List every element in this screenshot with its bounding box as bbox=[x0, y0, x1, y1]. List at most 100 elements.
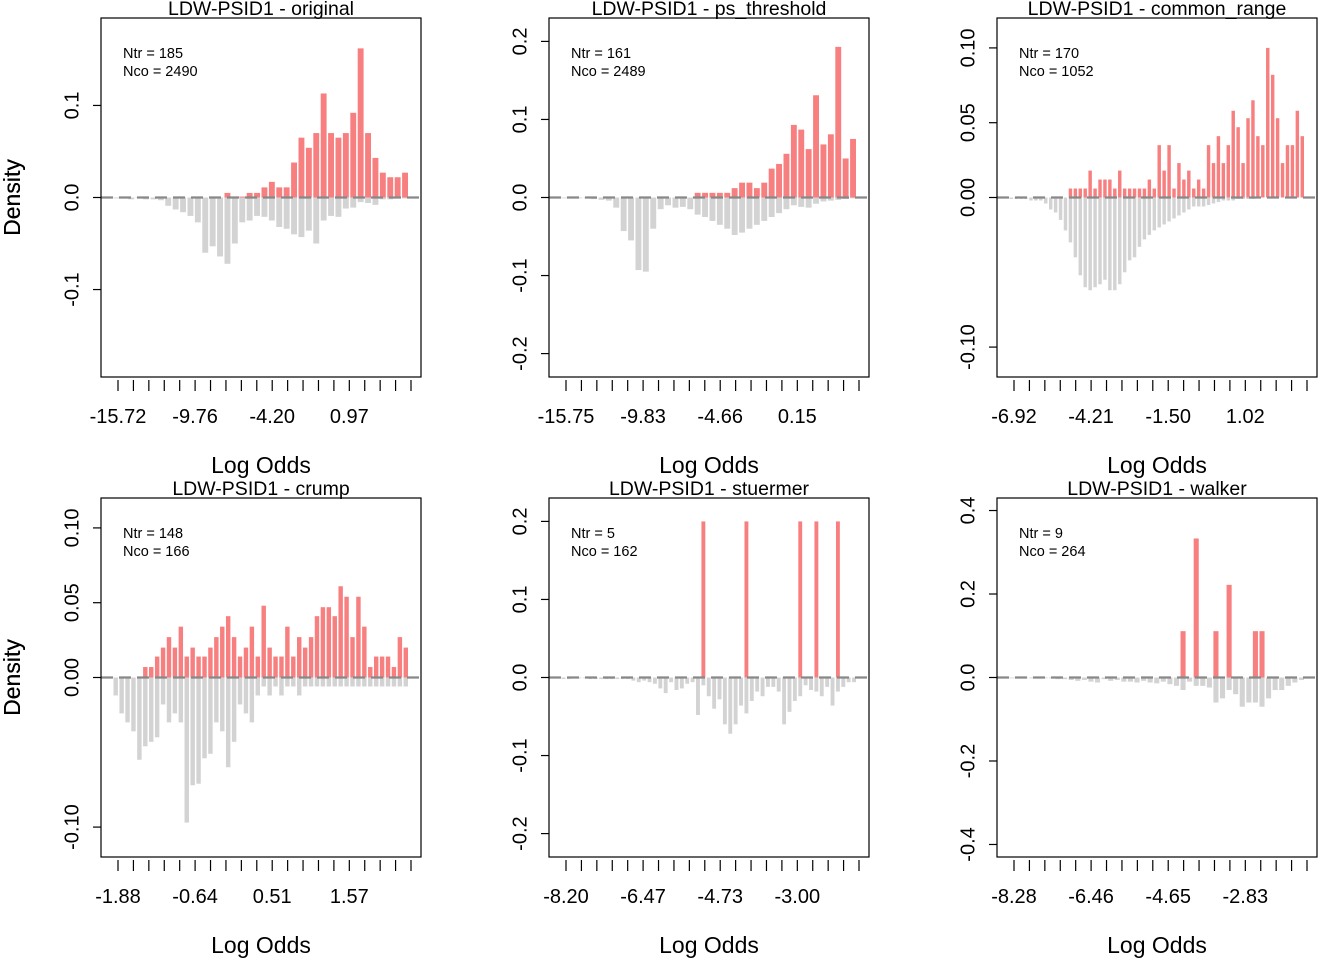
treated-bar bbox=[254, 192, 260, 198]
treated-bar bbox=[1142, 188, 1147, 198]
control-bar bbox=[172, 677, 178, 714]
treated-bar bbox=[1246, 118, 1250, 198]
control-bar bbox=[254, 197, 260, 216]
treated-bar bbox=[702, 192, 708, 198]
control-bar bbox=[1246, 677, 1252, 703]
control-bar bbox=[706, 677, 711, 697]
treated-bar bbox=[1251, 100, 1255, 198]
ntr-label: Ntr = 170 bbox=[1019, 46, 1079, 62]
control-bar bbox=[1098, 197, 1102, 285]
control-bar bbox=[776, 197, 782, 214]
control-bar bbox=[1167, 677, 1173, 685]
control-bar bbox=[739, 677, 743, 706]
y-tick-label: 0.1 bbox=[509, 586, 531, 614]
control-bar bbox=[744, 677, 749, 714]
control-bar bbox=[335, 197, 342, 217]
y-tick-label: -0.2 bbox=[957, 744, 979, 778]
control-bar bbox=[1206, 677, 1212, 688]
control-bar bbox=[1088, 197, 1092, 291]
ntr-label: Ntr = 5 bbox=[571, 526, 615, 542]
control-bar bbox=[291, 677, 296, 687]
treated-bar bbox=[302, 647, 308, 678]
treated-bar bbox=[243, 647, 249, 678]
treated-bar bbox=[701, 521, 706, 678]
chart-panel-2: LDW-PSID1 - ps_threshold -0.2 -0.1 0.0 0.1 0.… bbox=[0, 0, 870, 478]
control-bar bbox=[1201, 197, 1206, 207]
control-bar bbox=[243, 677, 249, 714]
control-bar bbox=[1160, 677, 1166, 682]
control-bar bbox=[728, 677, 733, 734]
y-tick-label: 0.05 bbox=[957, 103, 979, 142]
treated-bar bbox=[835, 46, 842, 198]
control-bar bbox=[150, 197, 157, 200]
control-bar bbox=[1233, 677, 1239, 695]
control-bar bbox=[1142, 197, 1147, 240]
control-bar bbox=[338, 677, 343, 687]
treated-bar bbox=[208, 647, 213, 678]
control-bar bbox=[1078, 197, 1082, 276]
treated-bar bbox=[372, 157, 379, 198]
control-bar bbox=[305, 197, 312, 231]
x-tick-label: -1.88 bbox=[95, 886, 141, 908]
control-bar bbox=[1141, 677, 1147, 681]
treated-bar bbox=[768, 168, 775, 198]
y-tick-label: 0.05 bbox=[61, 583, 83, 622]
treated-bar bbox=[350, 637, 355, 678]
control-bar bbox=[365, 197, 371, 204]
x-tick-label: -2.83 bbox=[1223, 886, 1269, 908]
treated-bar bbox=[350, 112, 357, 198]
control-bar bbox=[267, 677, 272, 696]
control-bar bbox=[739, 197, 745, 233]
treated-bar bbox=[338, 586, 343, 678]
control-bar bbox=[1114, 677, 1120, 681]
control-bar bbox=[214, 677, 219, 723]
treated-bar bbox=[761, 182, 768, 198]
x-tick-label: -4.21 bbox=[1068, 406, 1114, 428]
control-bar bbox=[674, 677, 679, 690]
control-bar bbox=[1147, 677, 1153, 683]
y-tick-label: -0.4 bbox=[957, 827, 979, 861]
chart-title: LDW-PSID1 - ps_threshold bbox=[592, 0, 827, 20]
control-bar bbox=[1048, 197, 1053, 210]
x-tick-label: -15.72 bbox=[90, 406, 147, 428]
bars-5 bbox=[561, 521, 856, 734]
treated-bar bbox=[790, 124, 797, 198]
y-tick-label: 0.0 bbox=[509, 664, 531, 692]
control-bar bbox=[379, 677, 385, 687]
control-bar bbox=[320, 197, 327, 221]
y-tick-label: 0.2 bbox=[957, 580, 979, 608]
control-bar bbox=[841, 677, 846, 687]
treated-bar bbox=[1270, 74, 1275, 198]
y-tick-label: -0.2 bbox=[509, 816, 531, 850]
control-bar bbox=[368, 677, 373, 687]
control-bar bbox=[690, 677, 695, 683]
y-tick-label: 0.0 bbox=[61, 184, 83, 212]
y-axis-label: Density bbox=[0, 159, 25, 236]
treated-bar bbox=[332, 616, 337, 678]
control-bar bbox=[397, 677, 403, 687]
x-tick-label: 0.97 bbox=[330, 406, 369, 428]
y-axis-label: Density bbox=[0, 639, 25, 716]
treated-bar bbox=[1137, 188, 1142, 198]
x-tick-label: -9.83 bbox=[620, 406, 666, 428]
control-bar bbox=[1029, 677, 1035, 679]
treated-bar bbox=[1147, 179, 1152, 198]
treated-bar bbox=[214, 637, 219, 678]
treated-bar bbox=[1280, 163, 1285, 198]
control-bar bbox=[372, 197, 379, 205]
treated-bar bbox=[1113, 188, 1117, 198]
control-bar bbox=[768, 197, 775, 218]
treated-bar bbox=[1108, 179, 1112, 198]
control-bar bbox=[184, 677, 189, 823]
control-bar bbox=[814, 677, 819, 692]
treated-bar bbox=[373, 656, 379, 678]
treated-bar bbox=[1157, 145, 1161, 198]
treated-bar bbox=[1068, 188, 1073, 198]
control-bar bbox=[391, 677, 397, 687]
x-tick-label: -4.20 bbox=[249, 406, 295, 428]
control-bar bbox=[1259, 677, 1265, 707]
control-bar bbox=[1044, 197, 1048, 204]
control-bar bbox=[657, 197, 664, 210]
control-bar bbox=[187, 197, 194, 216]
control-bar bbox=[724, 197, 731, 229]
